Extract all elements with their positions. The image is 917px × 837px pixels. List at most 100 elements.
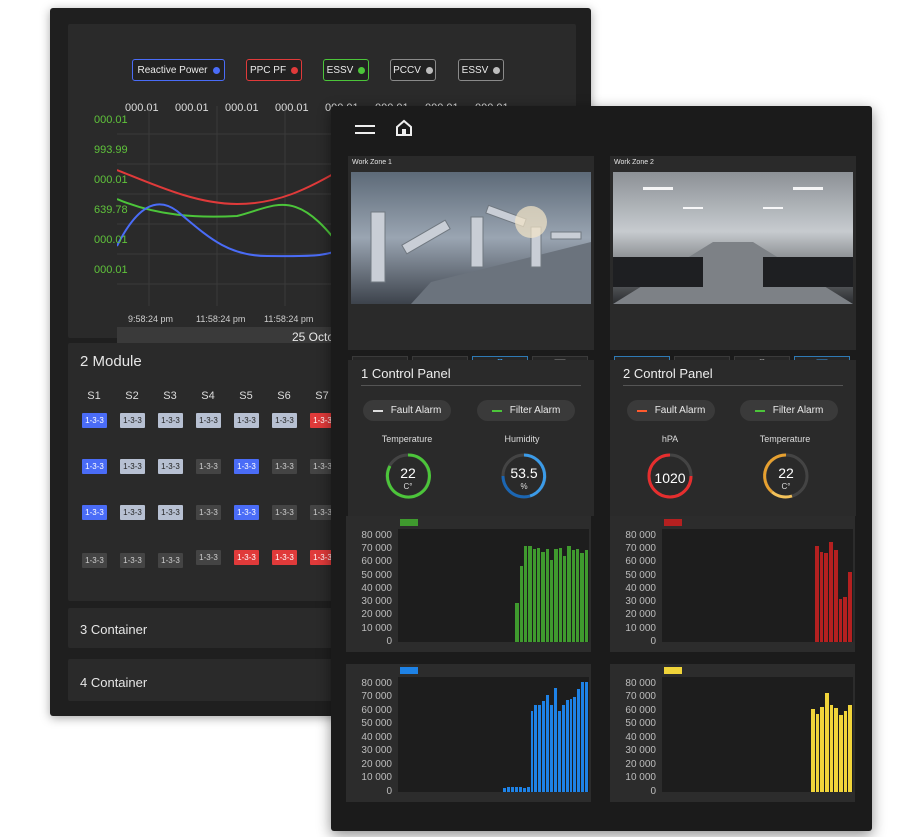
gauge-value: 22	[778, 465, 794, 481]
module-cell[interactable]: 1-3-3	[310, 413, 335, 428]
humidity-gauge	[501, 453, 547, 499]
bar	[839, 714, 843, 792]
module-title: 2 Module	[80, 353, 142, 370]
bar	[843, 596, 848, 642]
legend-essv[interactable]: ESSV	[323, 59, 369, 81]
module-cell[interactable]: 1-3-3	[158, 413, 183, 428]
y-tick: 000.01	[94, 264, 128, 276]
bar	[561, 705, 565, 792]
home-icon[interactable]	[395, 119, 413, 142]
module-cell[interactable]: 1-3-3	[158, 505, 183, 520]
legend-reactive-power[interactable]: Reactive Power	[132, 59, 225, 81]
bar	[571, 550, 575, 642]
bar-chart-2: 80 000 70 000 60 000 50 000 40 000 30 000 20 0…	[610, 516, 855, 652]
legend-swatch	[664, 667, 682, 674]
module-cell[interactable]: 1-3-3	[272, 459, 297, 474]
alarm-label: Fault Alarm	[654, 405, 706, 416]
gauge-value: 22	[400, 465, 416, 481]
work-zone-2-camera-image[interactable]	[613, 172, 853, 304]
module-cell[interactable]: 1-3-3	[310, 505, 335, 520]
module-cell[interactable]: 1-3-3	[196, 550, 221, 565]
module-column: S2	[125, 390, 139, 402]
container-3-label: 3 Container	[80, 622, 148, 637]
module-cell[interactable]: 1-3-3	[234, 550, 259, 565]
hamburger-menu-icon[interactable]	[355, 123, 375, 142]
bar	[848, 571, 852, 642]
y-tick-label: 10 000	[625, 772, 656, 784]
legend-essv-2[interactable]: ESSV	[458, 59, 504, 81]
module-cell[interactable]: 1-3-3	[196, 459, 221, 474]
module-cell[interactable]: 1-3-3	[82, 413, 107, 428]
y-tick: 000.01	[94, 114, 128, 126]
module-cell[interactable]: 1-3-3	[82, 459, 107, 474]
module-cell[interactable]: 1-3-3	[120, 413, 145, 428]
bar	[569, 698, 573, 792]
y-tick-label: 20 000	[625, 609, 656, 621]
work-zone-1-card: Work Zone 1 Lighting Camera Ventilation	[348, 156, 594, 392]
alarm-indicator	[636, 409, 647, 412]
y-tick-label: 0	[386, 786, 392, 797]
module-cell[interactable]: 1-3-3	[158, 553, 183, 568]
bar	[824, 552, 829, 642]
divider	[623, 385, 843, 386]
work-zone-1-camera-image[interactable]	[351, 172, 591, 304]
module-cell[interactable]: 1-3-3	[196, 505, 221, 520]
series-essv-line	[117, 198, 347, 257]
trend-line-chart	[117, 106, 347, 306]
temperature-gauge	[385, 453, 431, 499]
series-ppc-pf-line	[117, 165, 347, 206]
filter-alarm-button[interactable]: Filter Alarm	[740, 400, 838, 421]
gauge-label: Temperature	[759, 434, 811, 444]
gauge-label: Temperature	[381, 434, 433, 444]
bar	[553, 687, 557, 792]
y-tick-label: 10 000	[361, 772, 392, 784]
module-column: S1	[87, 390, 101, 402]
module-cell[interactable]: 1-3-3	[272, 413, 297, 428]
gauge-unit: C°	[403, 482, 413, 491]
alarm-label: Filter Alarm	[772, 405, 824, 416]
module-cell[interactable]: 1-3-3	[310, 550, 335, 565]
bar	[562, 555, 567, 642]
module-cell[interactable]: 1-3-3	[234, 459, 259, 474]
fault-alarm-button[interactable]: Fault Alarm	[627, 400, 715, 421]
bar	[518, 787, 522, 792]
bar	[820, 706, 825, 792]
module-cell[interactable]: 1-3-3	[158, 459, 183, 474]
module-cell[interactable]: 1-3-3	[310, 459, 335, 474]
module-cell[interactable]: 1-3-3	[272, 550, 297, 565]
y-tick-label: 30 000	[625, 745, 656, 757]
bar-plot-area	[398, 677, 589, 792]
module-cell[interactable]: 1-3-3	[82, 553, 107, 568]
filter-alarm-button[interactable]: Filter Alarm	[477, 400, 575, 421]
y-tick-label: 70 000	[361, 542, 392, 554]
grid-lines	[117, 106, 347, 306]
y-tick-label: 20 000	[361, 609, 392, 621]
legend-label: Reactive Power	[137, 64, 208, 76]
bar	[819, 551, 824, 642]
module-cell[interactable]: 1-3-3	[234, 505, 259, 520]
bar	[515, 603, 519, 642]
legend-swatch	[400, 667, 418, 674]
y-tick-label: 70 000	[361, 691, 392, 703]
bar	[522, 787, 526, 792]
top-tick: 000.01	[125, 102, 159, 114]
legend-pccv[interactable]: PCCV	[390, 59, 436, 81]
legend-dot	[212, 66, 220, 74]
module-cell[interactable]: 1-3-3	[234, 413, 259, 428]
gauge-unit: %	[520, 482, 528, 491]
module-cell[interactable]: 1-3-3	[120, 553, 145, 568]
y-tick-label: 70 000	[625, 542, 656, 554]
fault-alarm-button[interactable]: Fault Alarm	[363, 400, 451, 421]
legend-ppc-pf[interactable]: PPC PF	[246, 59, 302, 81]
module-cell[interactable]: 1-3-3	[272, 505, 297, 520]
module-column: S7	[315, 390, 329, 402]
module-cell[interactable]: 1-3-3	[196, 413, 221, 428]
y-tick-label: 60 000	[625, 704, 656, 716]
module-cell[interactable]: 1-3-3	[82, 505, 107, 520]
bar	[511, 786, 514, 792]
bar	[814, 546, 819, 642]
module-cell[interactable]: 1-3-3	[120, 459, 145, 474]
bar	[538, 705, 542, 792]
module-cell[interactable]: 1-3-3	[120, 505, 145, 520]
x-tick: 11:58:24 pm	[264, 314, 314, 324]
